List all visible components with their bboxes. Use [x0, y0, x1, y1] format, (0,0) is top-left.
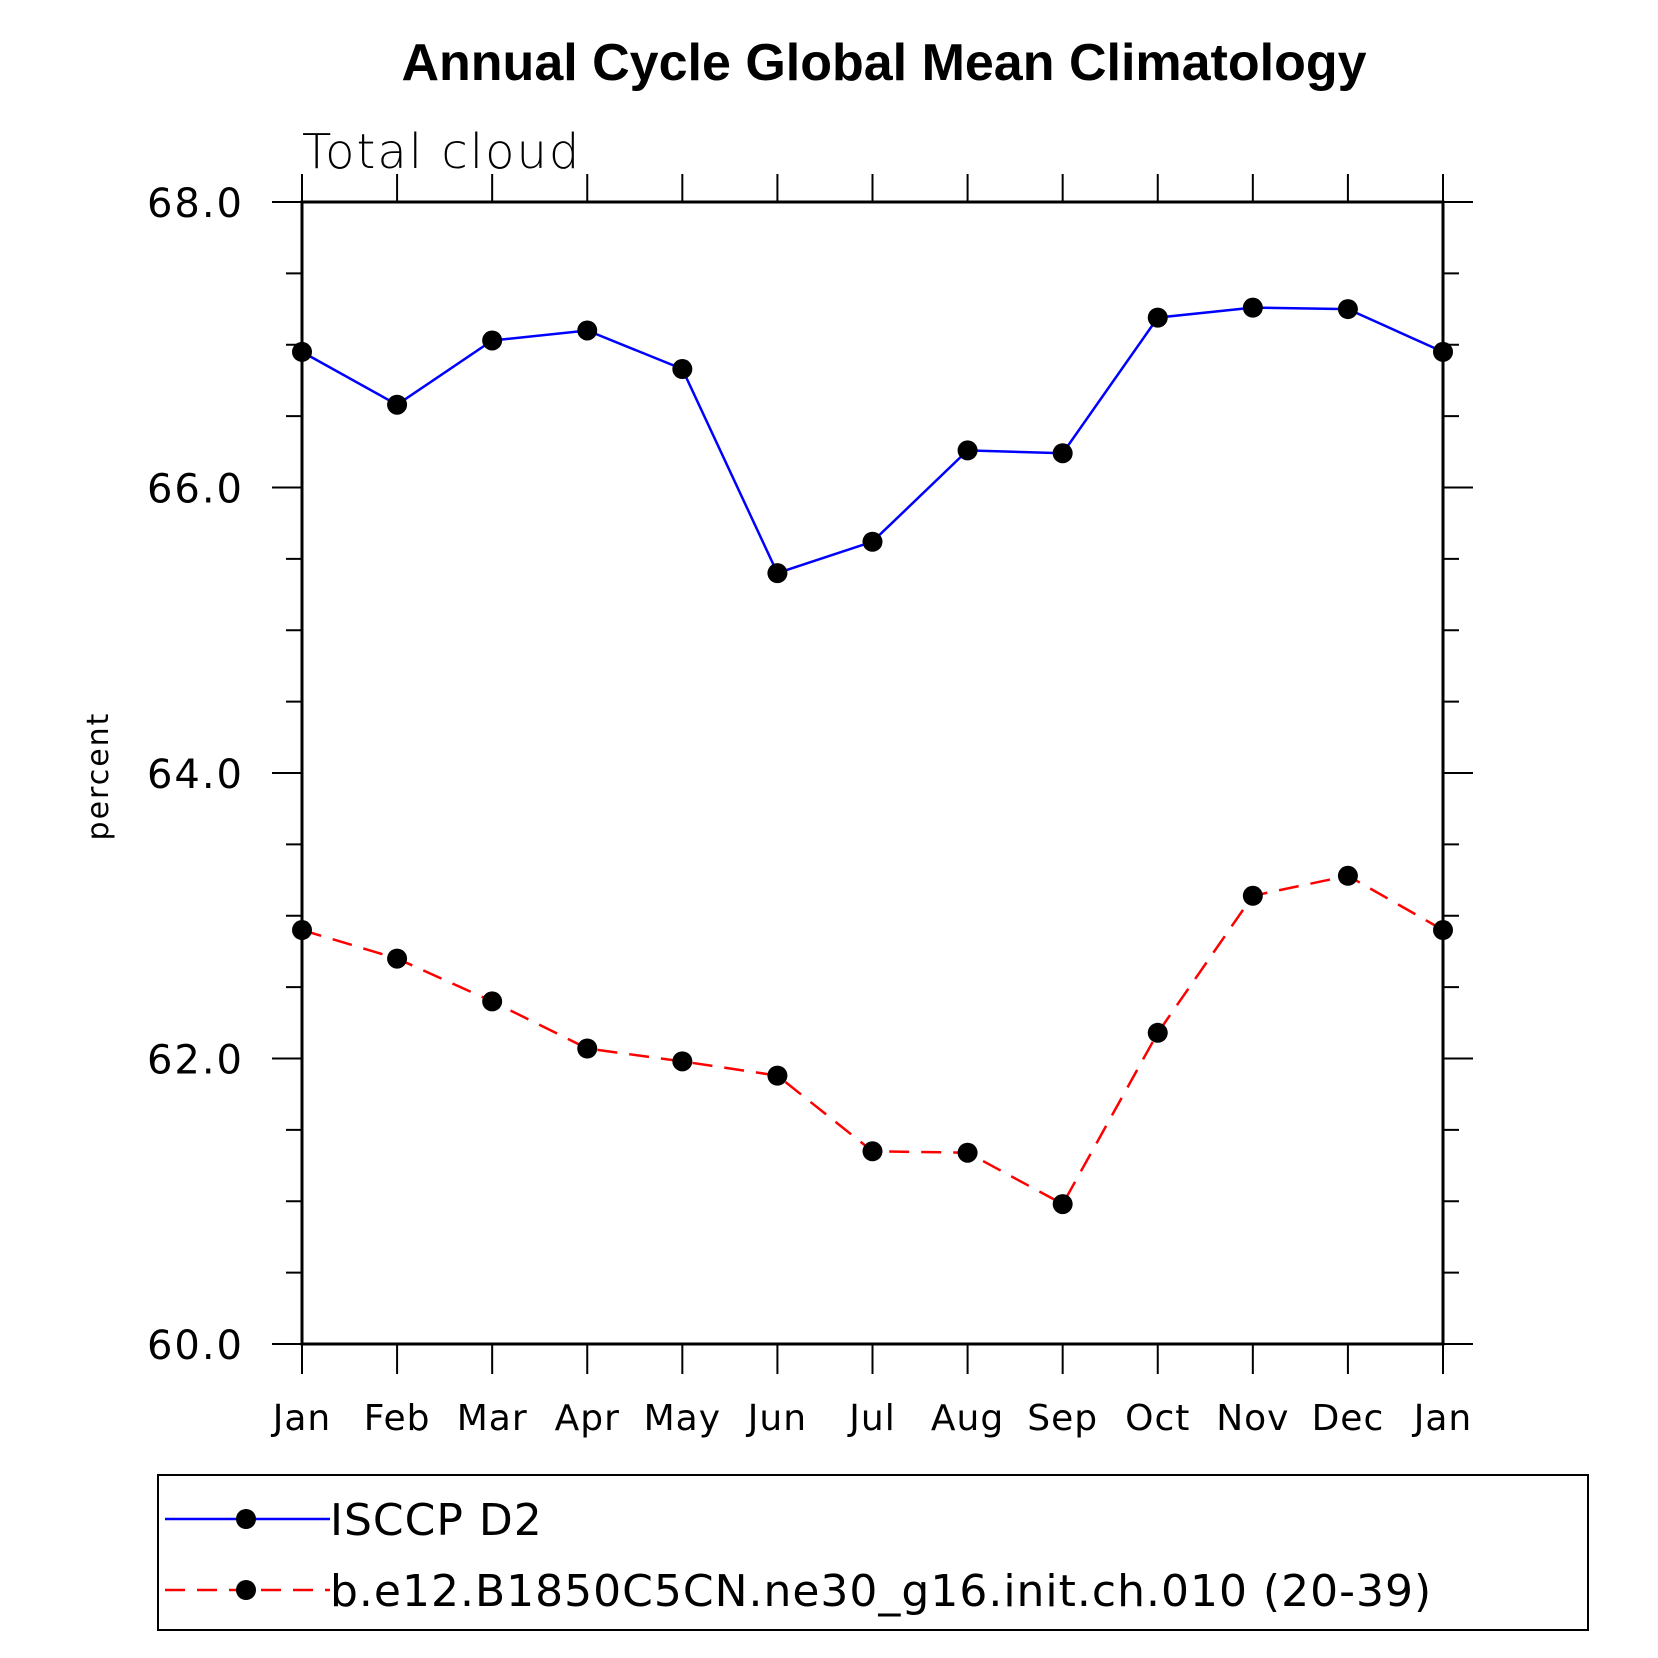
x-tick-label: Sep — [1027, 1398, 1098, 1439]
data-point-0-3 — [577, 320, 598, 341]
y-tick-label: 62.0 — [147, 1038, 244, 1084]
chart-title: Annual Cycle Global Mean Climatology — [401, 34, 1366, 92]
data-point-0-1 — [387, 394, 408, 415]
data-point-0-8 — [1052, 443, 1073, 464]
data-point-0-10 — [1242, 297, 1263, 318]
data-point-1-9 — [1147, 1022, 1168, 1043]
legend-marker-isccp — [236, 1509, 256, 1529]
data-point-1-3 — [577, 1038, 598, 1059]
x-tick-label: May — [644, 1398, 721, 1439]
y-axis-label: percent — [81, 712, 116, 841]
data-point-1-12 — [1433, 920, 1453, 941]
data-point-1-8 — [1052, 1194, 1073, 1215]
y-tick-label: 60.0 — [147, 1323, 244, 1369]
series-group — [292, 297, 1453, 1215]
legend-marker-model — [236, 1580, 256, 1600]
data-point-0-9 — [1147, 307, 1168, 328]
y-axis-ticks: 60.0 62.0 64.0 66.0 68.0 — [147, 181, 1473, 1369]
data-point-1-5 — [767, 1065, 788, 1086]
data-point-0-2 — [482, 330, 503, 351]
x-tick-label: Jan — [1412, 1398, 1473, 1439]
data-point-1-10 — [1242, 885, 1263, 906]
data-point-0-11 — [1337, 299, 1358, 320]
data-point-1-1 — [387, 948, 408, 969]
data-point-1-4 — [672, 1051, 693, 1072]
x-tick-label: Mar — [457, 1398, 528, 1439]
legend-label-model: b.e12.B1850C5CN.ne30_g16.init.ch.010 (20… — [330, 1566, 1432, 1617]
x-tick-label: Nov — [1216, 1398, 1289, 1439]
data-point-0-7 — [957, 440, 978, 461]
plot-frame — [300, 200, 1445, 1346]
legend-label-isccp: ISCCP D2 — [330, 1495, 543, 1546]
x-tick-label: Jan — [271, 1398, 332, 1439]
data-point-1-0 — [292, 920, 312, 941]
data-point-1-7 — [957, 1142, 978, 1163]
y-tick-label: 66.0 — [147, 467, 244, 513]
data-point-0-12 — [1433, 341, 1453, 362]
chart-subtitle: Total cloud — [302, 124, 581, 180]
x-tick-label: Oct — [1125, 1398, 1190, 1439]
data-point-0-4 — [672, 359, 693, 380]
data-point-0-6 — [862, 531, 883, 552]
x-tick-label: Feb — [364, 1398, 431, 1439]
x-tick-label: Aug — [931, 1398, 1004, 1439]
x-tick-label: Jul — [847, 1398, 895, 1439]
data-point-1-6 — [862, 1141, 883, 1162]
data-point-1-11 — [1337, 865, 1358, 886]
legend-box — [157, 1474, 1589, 1631]
data-point-1-2 — [482, 991, 503, 1012]
x-tick-label: Apr — [555, 1398, 620, 1439]
x-tick-label: Jun — [746, 1398, 807, 1439]
data-point-0-5 — [767, 563, 788, 584]
legend: ISCCP D2 b.e12.B1850C5CN.ne30_g16.init.c… — [157, 1474, 1589, 1631]
x-axis-ticks: Jan Feb Mar Apr May Jun Jul Aug Sep Oct Nov Dec Jan — [271, 174, 1473, 1439]
data-point-0-0 — [292, 341, 312, 362]
y-tick-label: 64.0 — [147, 752, 244, 798]
y-tick-label: 68.0 — [147, 181, 244, 227]
x-tick-label: Dec — [1312, 1398, 1385, 1439]
